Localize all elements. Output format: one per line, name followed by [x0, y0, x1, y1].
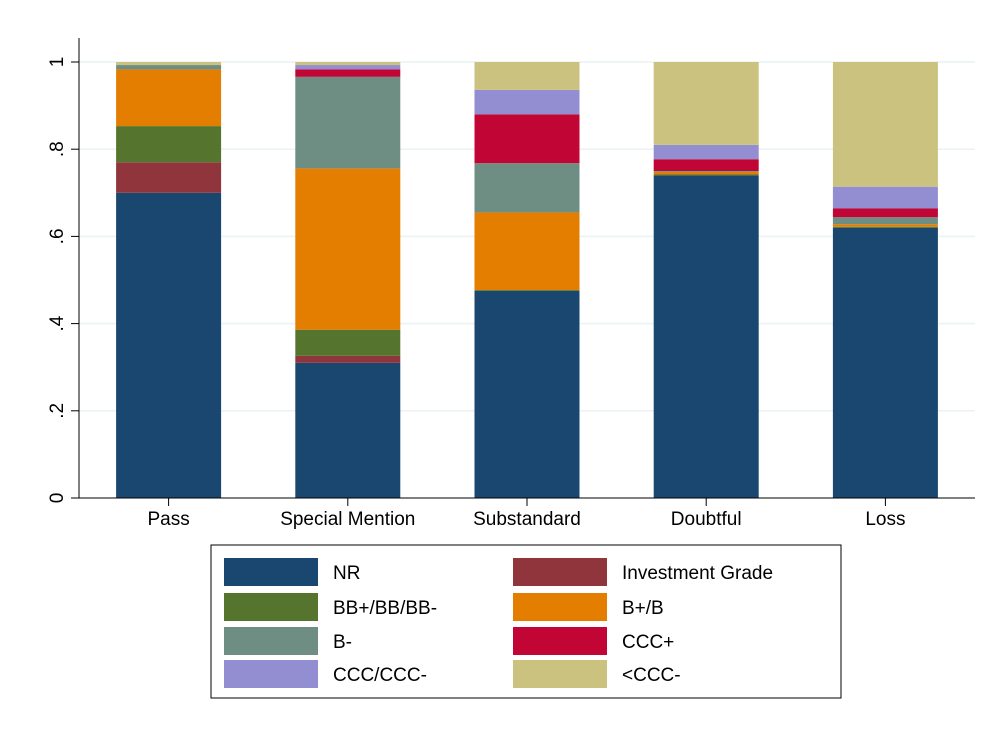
bar-segment	[116, 126, 222, 163]
legend-swatch	[224, 593, 318, 621]
bar-segment	[653, 175, 759, 499]
bar-segment	[116, 62, 222, 66]
y-tick-label: .8	[47, 141, 68, 157]
bar-segment	[653, 144, 759, 160]
y-tick-label: .4	[47, 315, 68, 331]
bar-segment	[474, 290, 580, 291]
bar-segment	[474, 290, 580, 498]
bars	[116, 62, 938, 499]
bar-segment	[474, 89, 580, 115]
legend-label: BB+/BB/BB-	[333, 598, 437, 619]
bar-segment	[474, 114, 580, 164]
legend-swatch	[224, 627, 318, 655]
y-ticks: 0 .2 .4 .6 .8 1	[47, 57, 79, 504]
bar-segment	[832, 208, 938, 218]
x-tick-label: Loss	[865, 509, 905, 530]
bar-segment	[832, 226, 938, 228]
bar-segment	[295, 62, 401, 66]
bar-segment	[832, 227, 938, 498]
bar-segment	[832, 217, 938, 225]
bar-segment	[832, 186, 938, 209]
legend-swatch	[224, 660, 318, 688]
bar-segment	[295, 168, 401, 330]
bar-segment	[474, 62, 580, 90]
bar-segment	[295, 362, 401, 498]
legend-swatch	[513, 593, 607, 621]
x-tick-label: Doubtful	[671, 509, 742, 530]
y-tick-label: 1	[47, 57, 68, 68]
y-tick-label: .6	[47, 228, 68, 244]
legend-label: Investment Grade	[622, 563, 773, 584]
bar-segment	[116, 192, 222, 499]
bar-segment	[295, 355, 401, 363]
legend-swatch	[513, 627, 607, 655]
bar-segment	[653, 171, 759, 175]
legend-label: B-	[333, 632, 352, 653]
legend-swatch	[513, 558, 607, 586]
bar-segment	[653, 171, 759, 172]
x-tick-label: Substandard	[473, 509, 581, 530]
bar-segment	[116, 69, 222, 127]
x-ticks: Pass Special Mention Substandard Doubtful Lo…	[147, 498, 905, 530]
legend-swatch	[513, 660, 607, 688]
bar-segment	[653, 62, 759, 145]
bar-segment	[295, 329, 401, 356]
x-tick-label: Special Mention	[280, 509, 415, 530]
bar-segment	[653, 159, 759, 171]
bar-segment	[295, 69, 401, 77]
legend-label: B+/B	[622, 598, 664, 619]
x-tick-label: Pass	[147, 509, 189, 530]
legend-label: <CCC-	[622, 665, 681, 686]
legend: NR Investment Grade BB+/BB/BB- B+/B B- CCC+ CC…	[210, 544, 842, 699]
legend-label: CCC+	[622, 632, 674, 653]
bar-segment	[116, 162, 222, 193]
bar-segment	[474, 212, 580, 291]
bar-segment	[295, 65, 401, 70]
bar-segment	[474, 163, 580, 213]
bar-segment	[116, 65, 222, 70]
bar-segment	[832, 62, 938, 187]
y-tick-label: 0	[47, 493, 68, 504]
y-tick-label: .2	[47, 403, 68, 419]
legend-swatch	[224, 558, 318, 586]
legend-label: CCC/CCC-	[333, 665, 427, 686]
legend-label: NR	[333, 563, 360, 584]
bar-segment	[832, 224, 938, 227]
bar-segment	[295, 76, 401, 169]
bar-segment	[653, 174, 759, 176]
